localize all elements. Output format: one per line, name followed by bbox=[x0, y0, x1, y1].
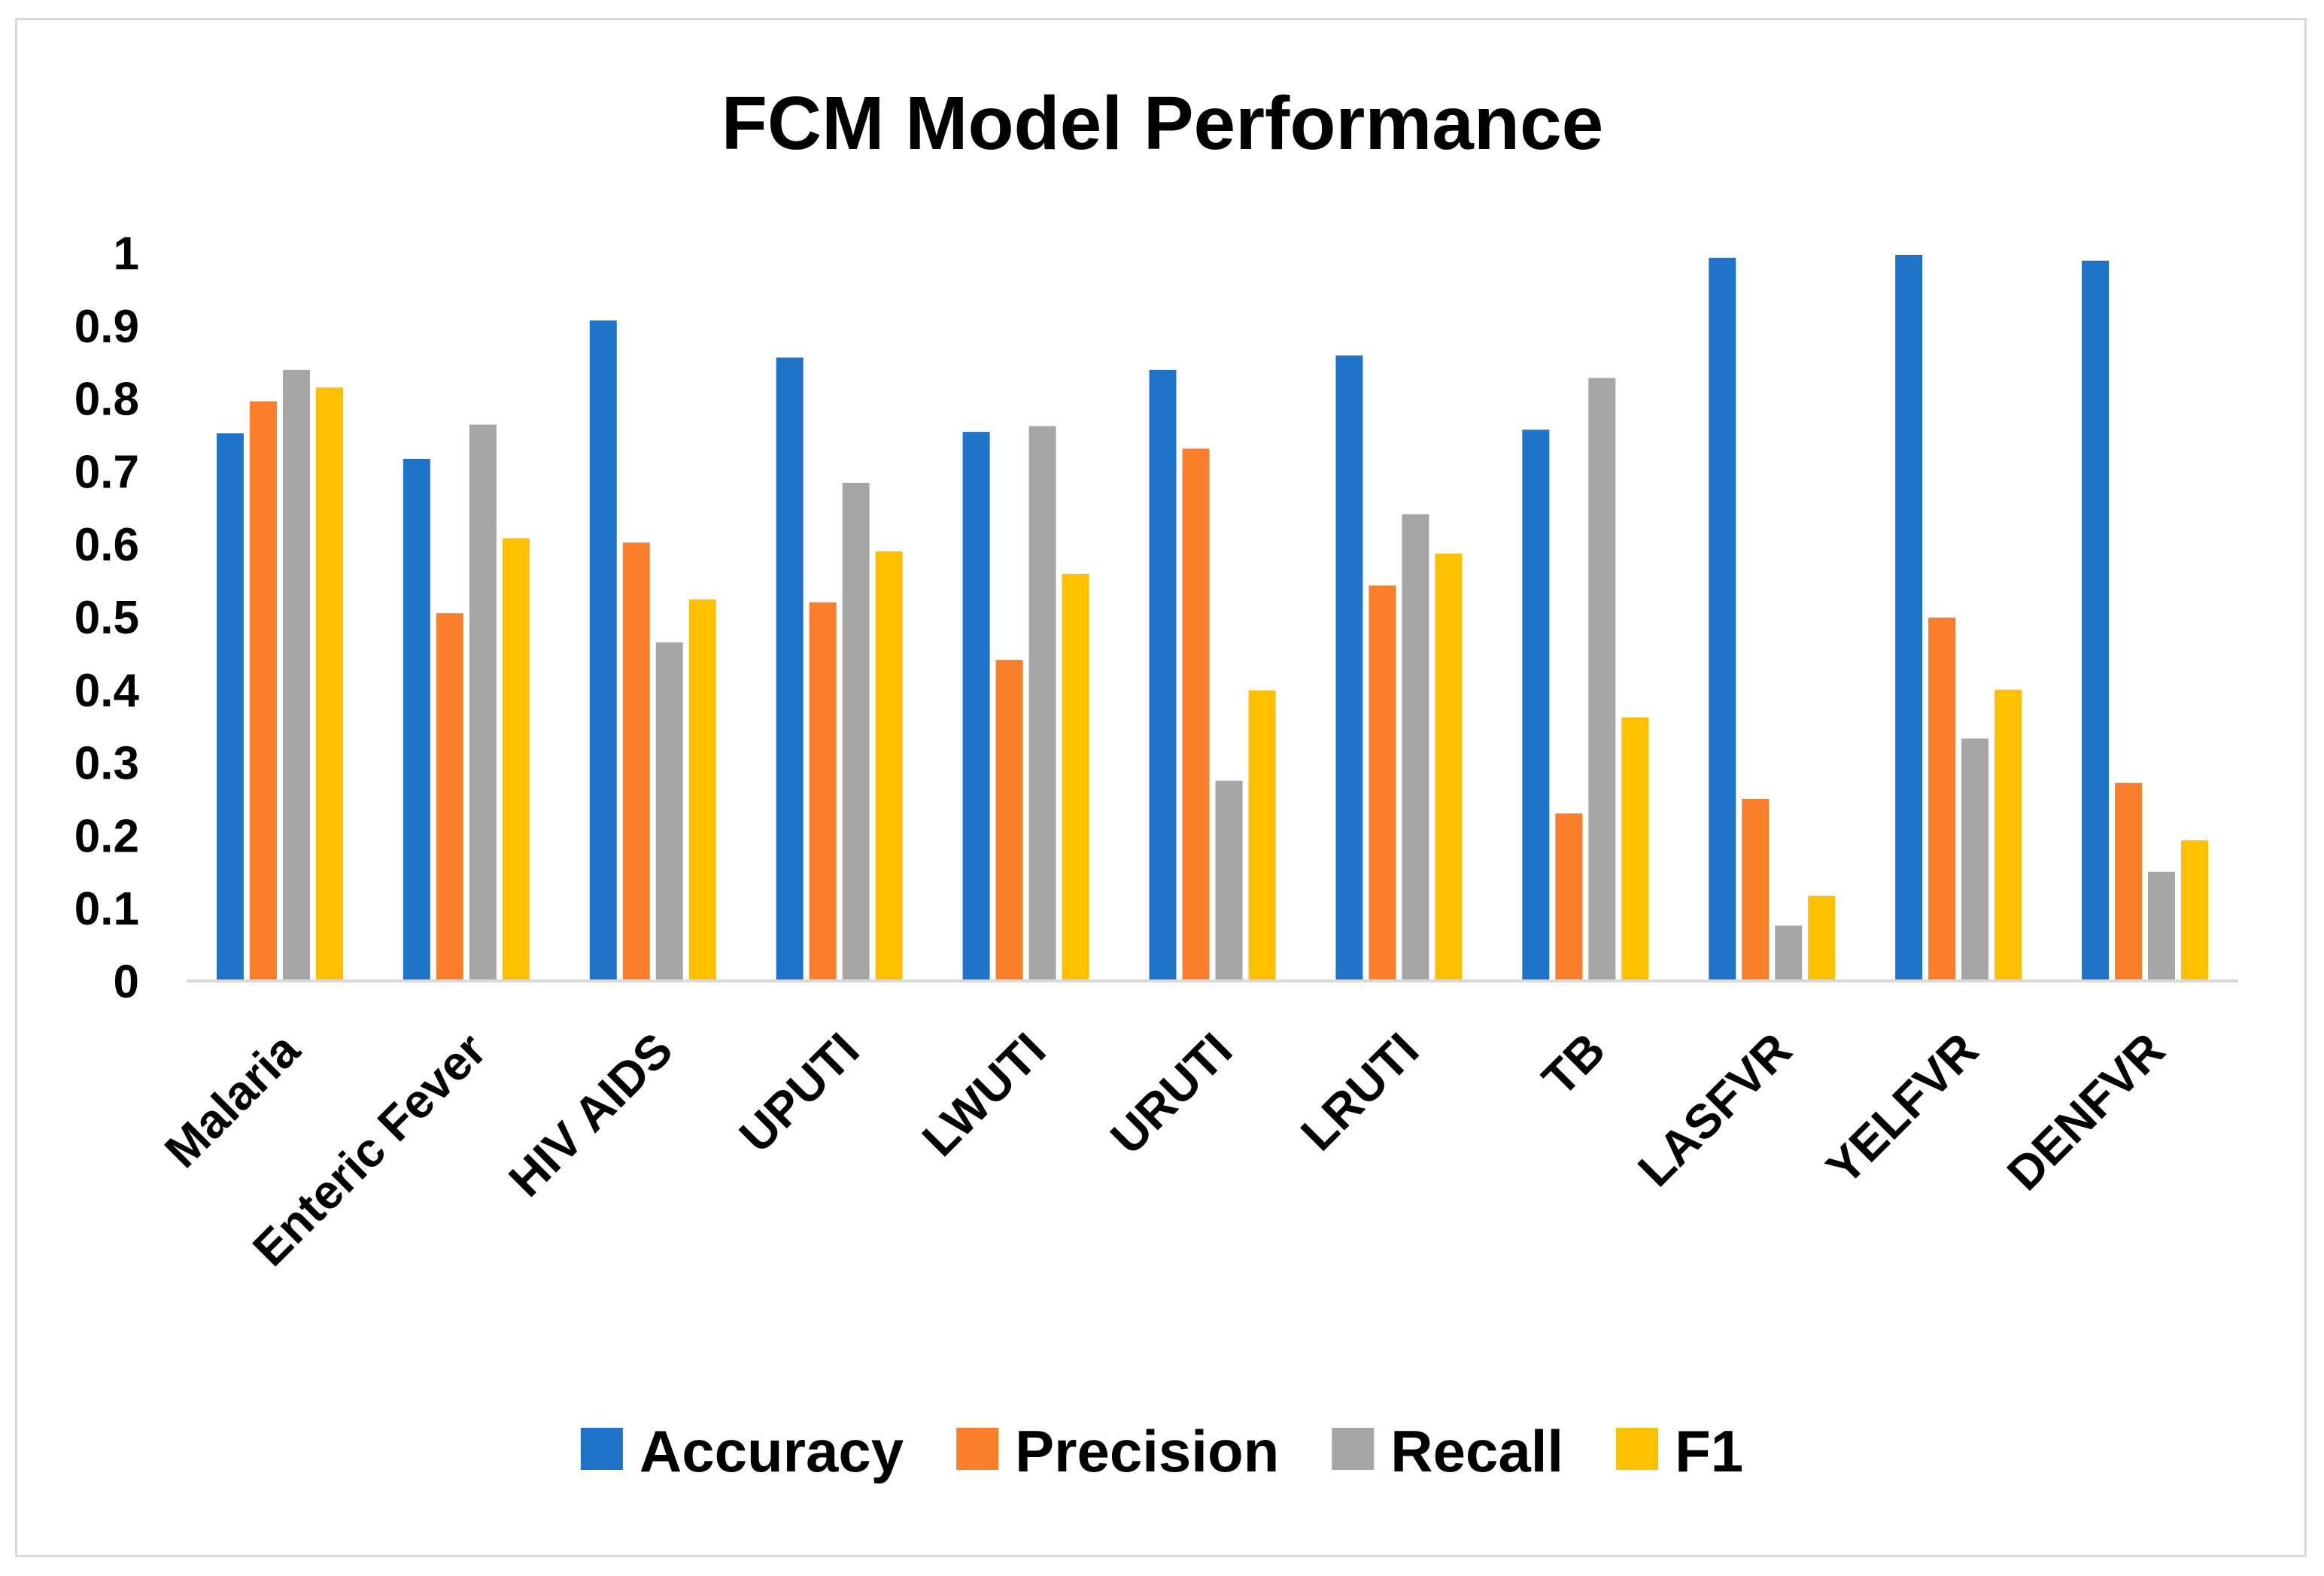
bar-f1-denfvr bbox=[2181, 840, 2209, 981]
bar-recall-enteric-fever bbox=[469, 424, 497, 981]
bar-recall-lwuti bbox=[1028, 426, 1056, 981]
bar-f1-lwuti bbox=[1062, 573, 1089, 981]
bar-accuracy-uruti bbox=[1149, 369, 1177, 981]
bar-precision-lwuti bbox=[995, 660, 1023, 981]
bar-f1-uruti bbox=[1248, 690, 1276, 981]
bar-precision-hiv-aids bbox=[622, 542, 650, 981]
x-tick-label: HIV AIDS bbox=[498, 1022, 682, 1207]
bar-accuracy-malaria bbox=[216, 433, 244, 981]
legend-swatch-f1 bbox=[1616, 1428, 1659, 1470]
x-tick-label: LASFVR bbox=[1627, 1022, 1802, 1197]
y-tick-label: 0.8 bbox=[74, 374, 139, 426]
bar-precision-lruti bbox=[1369, 585, 1396, 981]
bar-accuracy-yelfvr bbox=[1895, 254, 1923, 981]
y-tick-label: 0 bbox=[114, 956, 139, 1008]
y-tick-label: 0.9 bbox=[74, 301, 139, 353]
x-tick-label: LRUTI bbox=[1290, 1022, 1429, 1161]
bar-f1-malaria bbox=[315, 387, 343, 981]
bar-recall-yelfvr bbox=[1961, 738, 1989, 981]
legend-label-f1: F1 bbox=[1675, 1418, 1743, 1484]
bars bbox=[216, 254, 2209, 982]
bar-precision-yelfvr bbox=[1928, 617, 1956, 981]
bar-accuracy-uputi bbox=[776, 357, 804, 982]
legend-label-precision: Precision bbox=[1015, 1418, 1279, 1484]
bar-precision-uputi bbox=[809, 602, 837, 981]
bar-recall-malaria bbox=[282, 369, 310, 981]
bar-recall-lasfvr bbox=[1775, 925, 1803, 981]
bar-accuracy-lwuti bbox=[962, 432, 990, 981]
bar-recall-uputi bbox=[842, 482, 870, 981]
bar-recall-hiv-aids bbox=[655, 642, 683, 981]
bar-precision-denfvr bbox=[2115, 782, 2143, 981]
y-tick-label: 0.5 bbox=[74, 592, 139, 644]
legend-label-recall: Recall bbox=[1390, 1418, 1563, 1484]
bar-precision-lasfvr bbox=[1742, 799, 1770, 981]
y-tick-label: 0.2 bbox=[74, 810, 139, 862]
y-tick-label: 0.1 bbox=[74, 883, 139, 935]
bar-precision-uruti bbox=[1182, 448, 1210, 981]
bar-accuracy-denfvr bbox=[2082, 260, 2110, 981]
x-tick-label: Malaria bbox=[154, 1022, 310, 1178]
legend: Accuracy Precision Recall F1 bbox=[580, 1418, 1743, 1484]
y-tick-label: 0.6 bbox=[74, 519, 139, 571]
y-tick-label: 0.4 bbox=[74, 665, 140, 717]
chart-title: FCM Model Performance bbox=[722, 81, 1603, 165]
bar-accuracy-lruti bbox=[1335, 355, 1363, 981]
x-tick-label: TB bbox=[1532, 1022, 1615, 1106]
legend-label-accuracy: Accuracy bbox=[639, 1418, 904, 1484]
bar-recall-uruti bbox=[1215, 780, 1243, 981]
legend-swatch-precision bbox=[956, 1428, 999, 1470]
legend-swatch-accuracy bbox=[580, 1428, 623, 1470]
bar-accuracy-hiv-aids bbox=[589, 320, 617, 981]
bar-f1-lasfvr bbox=[1808, 895, 1836, 981]
bar-f1-uputi bbox=[875, 551, 903, 981]
bar-accuracy-lasfvr bbox=[1709, 257, 1736, 981]
legend-swatch-recall bbox=[1332, 1428, 1375, 1470]
bar-f1-tb bbox=[1621, 717, 1649, 981]
bar-accuracy-enteric-fever bbox=[403, 458, 430, 981]
y-tick-label: 1 bbox=[114, 228, 139, 280]
bar-recall-tb bbox=[1588, 378, 1616, 982]
bar-precision-enteric-fever bbox=[436, 613, 463, 981]
x-tick-label: LWUTI bbox=[912, 1022, 1056, 1167]
x-tick-label: URUTI bbox=[1100, 1022, 1242, 1165]
bar-precision-malaria bbox=[249, 401, 277, 981]
x-tick-label: DENFVR bbox=[1997, 1022, 2175, 1201]
y-axis-ticks: 0 0.1 0.2 0.3 0.4 0.5 0.6 0.7 0.8 0.9 1 bbox=[74, 228, 140, 1008]
x-tick-label: YELFVR bbox=[1816, 1022, 1988, 1195]
bar-f1-hiv-aids bbox=[688, 599, 716, 981]
x-tick-label: UPUTI bbox=[729, 1022, 870, 1163]
bar-f1-lruti bbox=[1435, 553, 1463, 981]
bar-recall-lruti bbox=[1402, 514, 1429, 981]
y-tick-label: 0.3 bbox=[74, 738, 139, 790]
y-tick-label: 0.7 bbox=[74, 446, 139, 498]
bar-recall-denfvr bbox=[2148, 871, 2176, 981]
bar-f1-enteric-fever bbox=[502, 538, 530, 981]
bar-f1-yelfvr bbox=[1994, 689, 2022, 981]
bar-accuracy-tb bbox=[1522, 430, 1550, 981]
bar-precision-tb bbox=[1555, 813, 1583, 981]
